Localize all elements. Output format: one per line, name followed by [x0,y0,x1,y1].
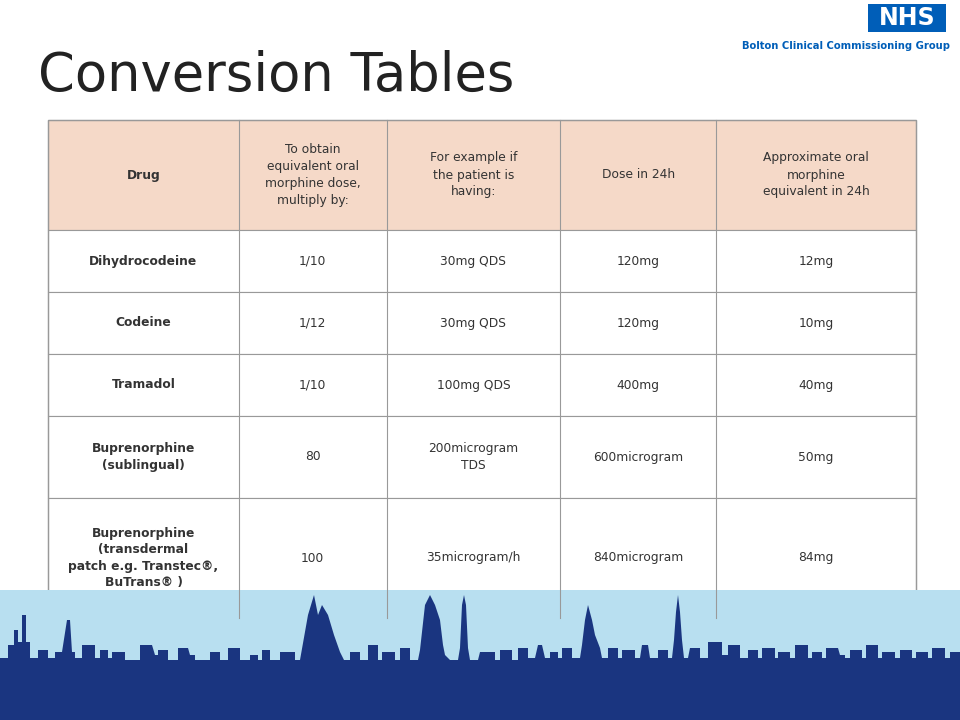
Text: 200microgram
TDS: 200microgram TDS [428,442,518,472]
Polygon shape [0,595,960,720]
Text: 120mg: 120mg [616,254,660,268]
Text: NHS: NHS [878,6,935,30]
Text: Drug: Drug [127,168,160,181]
Text: Conversion Tables: Conversion Tables [38,50,515,102]
Polygon shape [0,660,960,720]
FancyBboxPatch shape [48,292,916,354]
Text: 30mg QDS: 30mg QDS [441,317,506,330]
Text: Dihydrocodeine: Dihydrocodeine [89,254,198,268]
FancyBboxPatch shape [48,354,916,416]
FancyBboxPatch shape [0,590,960,720]
Text: 35microgram/h: 35microgram/h [426,552,520,564]
Text: 80: 80 [305,451,321,464]
Text: Codeine: Codeine [115,317,171,330]
FancyBboxPatch shape [48,230,916,292]
Text: 12mg: 12mg [799,254,834,268]
Text: Dose in 24h: Dose in 24h [602,168,675,181]
Text: Tramadol: Tramadol [111,379,176,392]
Text: Buprenorphine
(sublingual): Buprenorphine (sublingual) [92,442,195,472]
Text: 100: 100 [301,552,324,564]
FancyBboxPatch shape [48,120,916,230]
FancyBboxPatch shape [0,675,960,720]
Text: Buprenorphine
(transdermal
patch e.g. Transtec®,
BuTrans® ): Buprenorphine (transdermal patch e.g. Tr… [68,527,219,589]
Text: 40mg: 40mg [799,379,834,392]
Text: 30mg QDS: 30mg QDS [441,254,506,268]
FancyBboxPatch shape [48,498,916,618]
Text: 50mg: 50mg [799,451,834,464]
Text: 1/10: 1/10 [300,379,326,392]
Text: 400mg: 400mg [616,379,660,392]
Text: Bolton Clinical Commissioning Group: Bolton Clinical Commissioning Group [742,41,950,51]
Text: 1/10: 1/10 [300,254,326,268]
Text: 84mg: 84mg [799,552,834,564]
Text: Approximate oral
morphine
equivalent in 24h: Approximate oral morphine equivalent in … [763,151,870,199]
Text: 120mg: 120mg [616,317,660,330]
Text: To obtain
equivalent oral
morphine dose,
multiply by:: To obtain equivalent oral morphine dose,… [265,143,361,207]
FancyBboxPatch shape [48,416,916,498]
Text: 10mg: 10mg [799,317,834,330]
Text: 600microgram: 600microgram [593,451,684,464]
Text: 1/12: 1/12 [300,317,326,330]
Text: For example if
the patient is
having:: For example if the patient is having: [430,151,517,199]
Text: 100mg QDS: 100mg QDS [437,379,510,392]
Text: 840microgram: 840microgram [593,552,684,564]
FancyBboxPatch shape [868,4,946,32]
